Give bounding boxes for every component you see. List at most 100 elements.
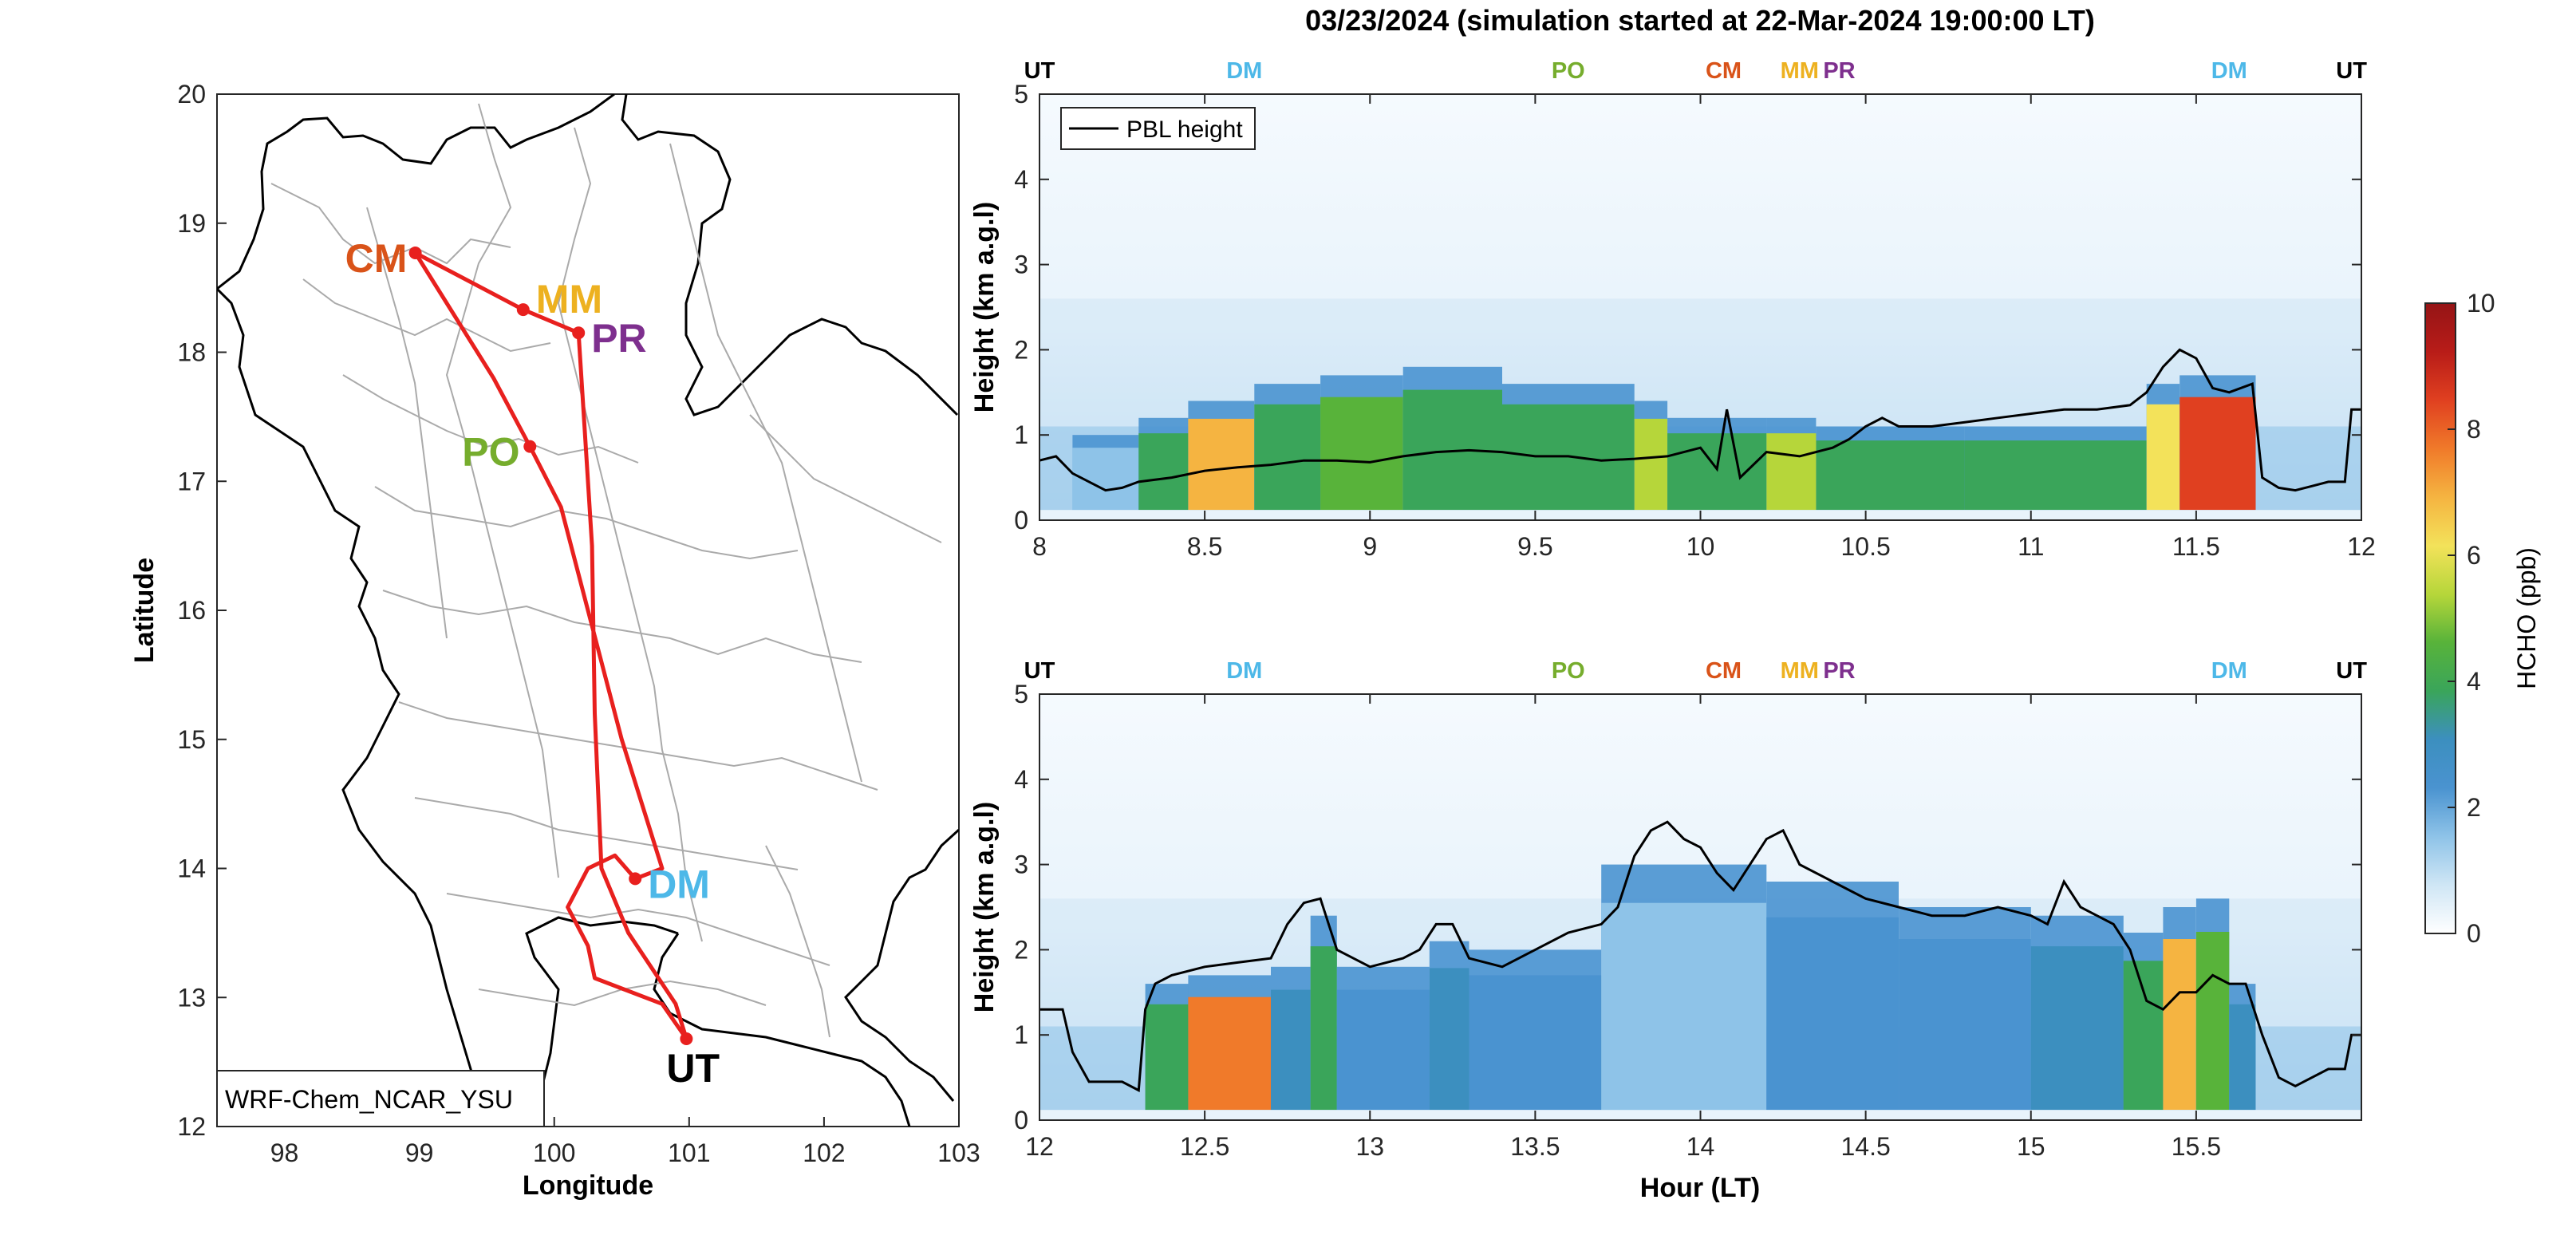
hcho-column xyxy=(1964,440,2147,511)
hcho-column xyxy=(2163,939,2196,1111)
site-time-label-dm: DM xyxy=(1226,658,1262,684)
panel-2-pbl-line xyxy=(1039,820,2361,1092)
map-x-ticks: 98 99 100 101 102 103 xyxy=(270,1117,980,1167)
site-time-label-ut: UT xyxy=(1024,658,1055,684)
panel-1-y-label: Height (km a.g.l) xyxy=(969,202,1000,412)
site-time-label-mm: MM xyxy=(1781,658,1819,684)
y-tick-label: 0 xyxy=(1014,1106,1028,1135)
model-legend-text: WRF-Chem_NCAR_YSU xyxy=(225,1085,513,1114)
site-time-label-po: PO xyxy=(1552,658,1585,684)
country-border xyxy=(217,94,959,1127)
site-label-cm: CM xyxy=(345,236,408,281)
panel-1-hcho-columns xyxy=(1039,298,2361,520)
map-x-tick-label: 102 xyxy=(803,1138,845,1167)
hcho-column xyxy=(2123,961,2164,1111)
x-tick-label: 12 xyxy=(1025,1132,1054,1161)
x-tick-label: 12.5 xyxy=(1180,1132,1229,1161)
hcho-column xyxy=(1138,433,1189,511)
colorbar-tick-label: 0 xyxy=(2467,919,2481,948)
panel-1-y-ticks: 0 1 2 3 4 5 xyxy=(1014,80,2361,535)
site-time-label-pr: PR xyxy=(1823,658,1855,684)
hcho-column xyxy=(1766,433,1817,511)
colorbar-label: HCHO (ppb) xyxy=(2512,547,2541,689)
y-tick-label: 3 xyxy=(1014,850,1028,879)
x-tick-label: 15 xyxy=(2017,1132,2045,1161)
hcho-column xyxy=(1402,389,1502,511)
map-y-tick-label: 15 xyxy=(177,725,206,754)
hcho-column xyxy=(1816,440,1965,511)
gulf-coast xyxy=(525,916,911,1127)
site-time-label-ut: UT xyxy=(2336,58,2367,84)
x-tick-label: 10 xyxy=(1686,532,1715,561)
map-x-label: Longitude xyxy=(523,1170,653,1201)
hcho-column xyxy=(1145,1004,1189,1111)
panel-2-site-labels: UT DM PO CM MM PR DM UT xyxy=(1024,658,2368,684)
map-x-tick-label: 98 xyxy=(270,1138,299,1167)
x-tick-label: 9 xyxy=(1363,532,1377,561)
hcho-column xyxy=(2195,932,2230,1111)
site-time-label-cm: CM xyxy=(1706,58,1742,84)
panel-2-hcho-columns xyxy=(1039,864,2361,1120)
site-label-po: PO xyxy=(462,430,519,475)
model-legend-box xyxy=(216,1070,545,1127)
site-marker-cm xyxy=(408,247,422,259)
site-time-label-po: PO xyxy=(1552,58,1585,84)
site-label-ut: UT xyxy=(666,1046,720,1091)
province-boundaries xyxy=(270,103,942,1038)
colorbar-tick-label: 6 xyxy=(2467,541,2481,570)
y-tick-label: 0 xyxy=(1014,506,1028,535)
x-tick-label: 14 xyxy=(1686,1132,1715,1161)
site-time-label-dm: DM xyxy=(2211,658,2247,684)
x-tick-label: 12 xyxy=(2347,532,2376,561)
map-x-tick-label: 103 xyxy=(937,1138,980,1167)
site-label-dm: DM xyxy=(648,862,710,906)
colorbar: 0 2 4 6 8 10 HCHO (ppb) xyxy=(2424,289,2541,948)
colorbar-gradient xyxy=(2424,302,2456,934)
y-tick-label: 4 xyxy=(1014,165,1028,194)
y-tick-label: 1 xyxy=(1014,1020,1028,1049)
colorbar-tick-label: 10 xyxy=(2467,289,2495,318)
map-x-tick-label: 100 xyxy=(533,1138,575,1167)
y-tick-label: 4 xyxy=(1014,765,1028,794)
colorbar-tick-label: 8 xyxy=(2467,415,2481,444)
site-time-label-dm: DM xyxy=(1226,58,1262,84)
x-tick-label: 10.5 xyxy=(1840,532,1890,561)
x-tick-label: 14.5 xyxy=(1840,1132,1890,1161)
x-tick-label: 13 xyxy=(1355,1132,1384,1161)
site-marker-ut xyxy=(680,1032,693,1045)
map-y-label: Latitude xyxy=(129,558,160,663)
hcho-column xyxy=(2030,946,2124,1111)
east-border xyxy=(844,828,959,1102)
hcho-column xyxy=(2146,404,2180,511)
site-time-label-pr: PR xyxy=(1823,58,1855,84)
hcho-column xyxy=(2229,1004,2256,1111)
map-y-tick-label: 20 xyxy=(177,80,206,109)
map-y-tick-label: 13 xyxy=(177,983,206,1012)
y-tick-label: 2 xyxy=(1014,335,1028,364)
panel-2-y-label: Height (km a.g.l) xyxy=(969,802,1000,1012)
hcho-column xyxy=(1429,968,1469,1111)
site-marker-pr xyxy=(572,326,586,340)
x-tick-label: 11 xyxy=(2018,532,2044,561)
panel-1-x-ticks: 8 8.5 9 9.5 10 10.5 11 11.5 12 xyxy=(1032,94,2376,561)
x-tick-label: 8 xyxy=(1032,532,1047,561)
panel-2-y-ticks: 0 1 2 3 4 5 xyxy=(1014,680,2361,1135)
map-y-tick-label: 19 xyxy=(177,209,206,238)
hcho-column xyxy=(1634,418,1668,511)
hcho-column xyxy=(1254,404,1321,511)
site-marker-dm xyxy=(629,872,642,886)
panel-2-x-ticks: 12 12.5 13 13.5 14 14.5 15 15.5 xyxy=(1025,694,2221,1161)
hcho-column xyxy=(1336,989,1430,1111)
y-tick-label: 3 xyxy=(1014,251,1028,279)
hcho-column xyxy=(1271,989,1311,1111)
site-marker-po xyxy=(523,440,537,453)
map-y-tick-label: 18 xyxy=(177,338,206,367)
x-tick-label: 11.5 xyxy=(2172,532,2220,561)
hcho-column xyxy=(1469,975,1602,1111)
x-tick-label: 8.5 xyxy=(1187,532,1222,561)
